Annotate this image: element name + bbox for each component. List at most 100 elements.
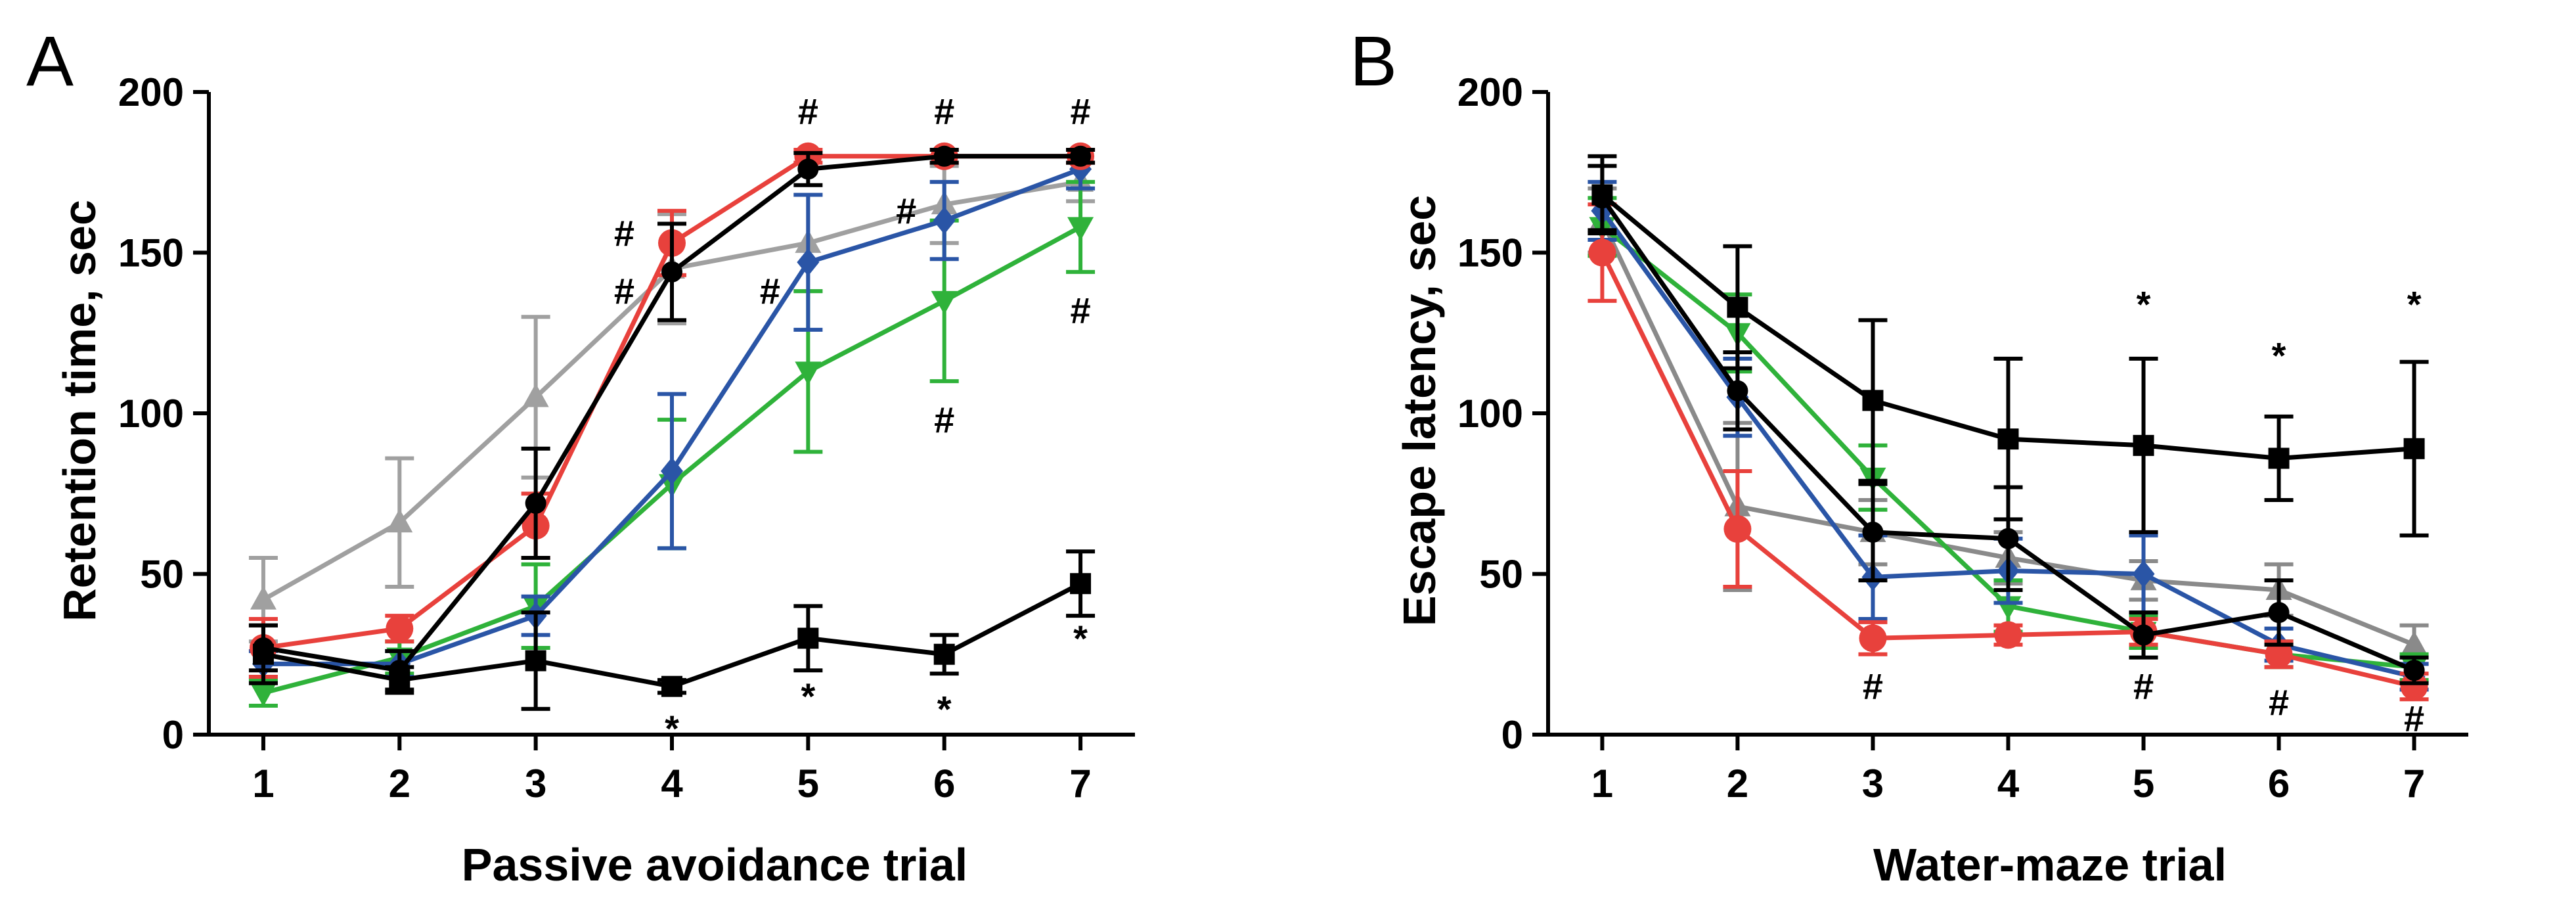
panel-b-point-black-circle — [2268, 602, 2290, 624]
panel-a-asterisk-annotation: * — [1073, 618, 1088, 659]
panel-b-x-tick-label: 3 — [1862, 762, 1884, 806]
panel-b-hash-annotation: # — [2404, 698, 2424, 739]
panel-a-point-black-square — [252, 643, 274, 665]
panel-a-point-black-circle — [525, 492, 546, 514]
panel-a-point-gray — [522, 383, 549, 407]
panel-b-series-black-square — [1588, 154, 2429, 537]
panel-a-asterisk-annotation: * — [665, 708, 679, 749]
panel-b-point-red — [1723, 515, 1752, 543]
panel-b-point-black-square — [1727, 296, 1748, 318]
panel-a-y-tick-label: 50 — [140, 553, 184, 597]
panel-a-hash-annotation: # — [896, 190, 916, 231]
panel-a-y-tick-label: 200 — [118, 70, 184, 114]
panel-b-x-tick-label: 7 — [2403, 762, 2425, 806]
panel-b-point-red — [1994, 621, 2022, 649]
panel-a-hash-annotation: # — [614, 213, 634, 254]
panel-a-hash-annotation: # — [934, 399, 954, 440]
panel-b-x-tick-label: 2 — [1727, 762, 1748, 806]
panel-b-x-tick-label: 6 — [2268, 762, 2290, 806]
panel-a-y-axis-title: Retention time, sec — [54, 200, 105, 622]
panel-b-point-red — [1859, 624, 1887, 652]
panel-a-point-blue — [797, 248, 820, 277]
panel-a-point-black-circle — [1070, 145, 1092, 167]
panel-b-point-red — [2400, 672, 2428, 700]
panel-a-hash-annotation: # — [614, 271, 634, 312]
panel-a-point-black-square — [525, 650, 546, 672]
panel-a-x-tick-label: 4 — [661, 762, 683, 806]
panel-a-x-tick-label: 7 — [1069, 762, 1091, 806]
panel-a-point-green — [250, 683, 277, 707]
panel-b-point-black-square — [1591, 184, 1613, 206]
panel-a-x-tick-label: 1 — [252, 762, 274, 806]
panel-a-point-black-square — [933, 643, 955, 665]
panel-a-series-black-square — [248, 549, 1096, 711]
panel-a-point-black-square — [661, 675, 682, 697]
panel-b-plot-area: 0 50 100 150 200 1 2 3 4 5 6 7 * * * # # # # — [1457, 70, 2468, 806]
panel-b-point-black-circle — [1727, 380, 1748, 401]
panel-b-point-red — [1588, 239, 1616, 267]
panel-b-y-tick-label: 150 — [1457, 231, 1523, 275]
panel-b-hash-annotation: # — [2133, 666, 2154, 707]
panel-b-point-black-square — [1997, 428, 2019, 450]
panel-b-point-black-circle — [2133, 624, 2154, 646]
panel-a-y-tick-label: 100 — [118, 392, 184, 436]
panel-b-point-black-circle — [1862, 521, 1884, 543]
panel-b-hash-annotation: # — [2269, 682, 2289, 723]
panel-b-point-blue — [2132, 560, 2155, 588]
panel-a-point-green — [931, 290, 958, 315]
panel-letter-b: B — [1350, 21, 1397, 101]
panel-b-x-axis-title: Water-maze trial — [1873, 839, 2227, 890]
panel-a-point-black-circle — [661, 261, 682, 283]
panel-b: B 0 50 100 150 200 1 2 3 4 5 6 7 * * * # # # # Water-maze … — [1350, 21, 2468, 890]
panel-b-hash-annotation: # — [1863, 666, 1883, 707]
panel-a-point-gray — [386, 509, 413, 533]
panel-b-asterisk-annotation: * — [2137, 283, 2151, 325]
panel-b-point-black-circle — [2403, 660, 2425, 681]
panel-a-point-red — [386, 614, 414, 643]
panel-b-point-black-square — [2268, 447, 2290, 469]
panel-a-hash-annotation: # — [1070, 290, 1090, 331]
panel-a-point-black-circle — [933, 145, 955, 167]
panel-b-y-tick-label: 100 — [1457, 392, 1523, 436]
panel-a-point-black-square — [797, 628, 819, 649]
panel-letter-a: A — [26, 21, 74, 101]
panel-a-point-green — [795, 361, 822, 386]
panel-b-x-tick-label: 4 — [1997, 762, 2020, 806]
panel-a-point-black-square — [1070, 573, 1092, 595]
panel-b-y-tick-label: 0 — [1501, 713, 1523, 757]
panel-b-asterisk-annotation: * — [2272, 335, 2286, 377]
panel-a-x-tick-label: 2 — [389, 762, 411, 806]
panel-a-y-tick-label: 0 — [162, 713, 184, 757]
panel-a-plot-area: 0 50 100 150 200 1 2 3 4 5 6 7 * * * * # # # # # # # # # — [118, 70, 1135, 806]
panel-a-point-blue — [661, 457, 683, 486]
panel-a-y-tick-label: 150 — [118, 231, 184, 275]
panel-a-point-black-square — [389, 669, 411, 691]
panel-a-asterisk-annotation: * — [801, 675, 815, 717]
panel-a-x-tick-label: 6 — [933, 762, 955, 806]
panel-b-point-black-square — [1862, 390, 1884, 411]
panel-b-x-tick-label: 5 — [2133, 762, 2154, 806]
panel-a-point-green — [1067, 217, 1094, 241]
panel-b-point-red — [2265, 640, 2293, 668]
panel-b-x-tick-label: 1 — [1591, 762, 1613, 806]
panel-a-hash-annotation: # — [760, 271, 780, 312]
panel-a-point-blue — [933, 206, 956, 235]
panel-b-y-tick-label: 200 — [1457, 70, 1523, 114]
panel-b-asterisk-annotation: * — [2407, 283, 2422, 325]
panel-b-y-tick-label: 50 — [1479, 553, 1523, 597]
panel-b-point-gray — [2401, 631, 2428, 655]
panel-b-point-black-square — [2133, 434, 2154, 456]
panel-a-hash-annotation: # — [934, 91, 954, 132]
panel-a-point-gray — [250, 585, 277, 610]
panel-a-point-black-circle — [797, 158, 819, 180]
panel-a-x-tick-label: 5 — [797, 762, 819, 806]
panel-a-x-tick-label: 3 — [525, 762, 546, 806]
panel-a-asterisk-annotation: * — [937, 688, 952, 729]
panel-b-y-axis-title: Escape latency, sec — [1394, 195, 1445, 626]
panel-a-x-axis-title: Passive avoidance trial — [462, 839, 967, 890]
panel-b-point-black-circle — [1997, 528, 2019, 549]
panel-a-hash-annotation: # — [1070, 91, 1090, 132]
panel-a-hash-annotation: # — [798, 91, 818, 132]
panel-a: A 0 50 100 150 200 1 2 3 4 5 6 7 * * * * # # # # # # # # # Passi… — [26, 21, 1135, 890]
